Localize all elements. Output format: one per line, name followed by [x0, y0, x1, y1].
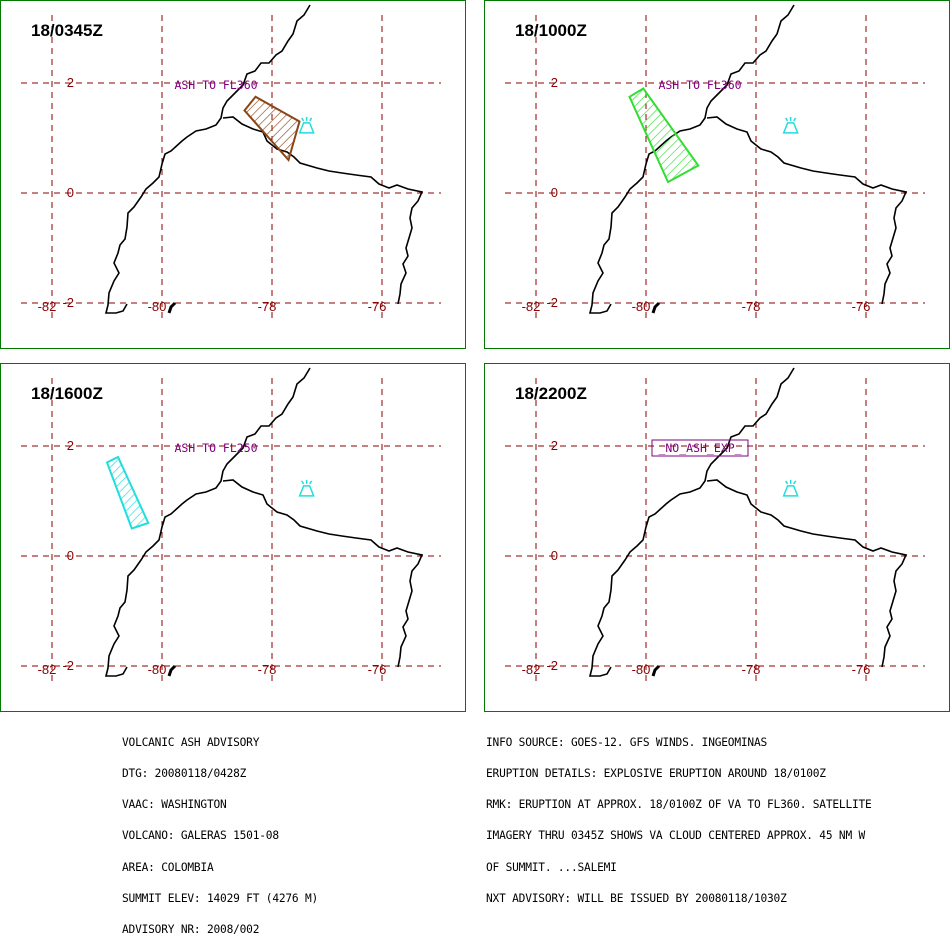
longitude-label: -80 — [632, 662, 651, 677]
country-border — [222, 479, 424, 668]
advisory-line: OF SUMMIT. ...SALEMI — [486, 860, 617, 874]
map-panel-1: 2 0 -2 -82 -80 -78 -76 ASH TO FL360 18/0345Z — [0, 0, 466, 349]
latitude-label: -2 — [62, 658, 74, 673]
latitude-label: 2 — [551, 438, 558, 453]
longitude-label: -82 — [522, 662, 541, 677]
latitude-label: 2 — [67, 75, 74, 90]
volcano-icon — [298, 479, 315, 497]
longitude-label: -82 — [38, 662, 57, 677]
coastline — [588, 367, 795, 677]
latitude-label: -2 — [62, 295, 74, 310]
longitude-label: -80 — [148, 299, 167, 314]
panel-time: 18/0345Z — [31, 21, 103, 40]
longitude-label: -76 — [852, 662, 871, 677]
longitude-label: -78 — [742, 662, 761, 677]
latitude-label: 2 — [67, 438, 74, 453]
ash-height-label: ASH TO FL360 — [174, 78, 257, 92]
coastline — [167, 301, 177, 314]
coastline — [651, 664, 661, 677]
advisory-line: IMAGERY THRU 0345Z SHOWS VA CLOUD CENTER… — [486, 829, 866, 843]
latitude-label: 0 — [551, 548, 558, 563]
latitude-label: -2 — [546, 295, 558, 310]
advisory-header-text: VOLCANIC ASH ADVISORY DTG: 20080118/0428… — [122, 717, 318, 946]
advisory-line: RMK: ERUPTION AT APPROX. 18/0100Z OF VA … — [486, 798, 872, 812]
country-border — [706, 479, 908, 668]
volcano-icon — [782, 479, 799, 497]
advisory-line: AREA: COLOMBIA — [122, 860, 214, 874]
map-canvas: 2 0 -2 -82 -80 -78 -76 _NO_ASH_EXP_ — [505, 367, 925, 682]
latitude-label: 0 — [67, 185, 74, 200]
map-panel-2: 2 0 -2 -82 -80 -78 -76 ASH TO FL360 18/1000Z — [484, 0, 950, 349]
map-canvas: 2 0 -2 -82 -80 -78 -76 ASH TO FL360 — [505, 4, 925, 319]
longitude-label: -82 — [38, 299, 57, 314]
ash-height-label: ASH TO FL250 — [174, 441, 257, 455]
map-panel-3: 2 0 -2 -82 -80 -78 -76 ASH TO FL250 18/1600Z — [0, 363, 466, 712]
map-panel-4: 2 0 -2 -82 -80 -78 -76 _NO_ASH_EXP_ 18/2200Z — [484, 363, 950, 712]
map-canvas: 2 0 -2 -82 -80 -78 -76 ASH TO FL360 — [21, 4, 441, 319]
longitude-label: -78 — [742, 299, 761, 314]
panel-time: 18/2200Z — [515, 384, 587, 403]
coastline — [104, 367, 311, 677]
coastline — [167, 664, 177, 677]
longitude-label: -82 — [522, 299, 541, 314]
ash-height-label: _NO_ASH_EXP_ — [658, 441, 741, 455]
panel-time: 18/1000Z — [515, 21, 587, 40]
longitude-label: -76 — [852, 299, 871, 314]
advisory-line: ADVISORY NR: 2008/002 — [122, 923, 260, 937]
coastline — [651, 301, 661, 314]
advisory-line: INFO SOURCE: GOES-12. GFS WINDS. INGEOMI… — [486, 735, 768, 749]
latitude-label: -2 — [546, 658, 558, 673]
advisory-line: VAAC: WASHINGTON — [122, 798, 227, 812]
volcano-icon — [298, 116, 315, 134]
ash-cloud-polygon — [243, 95, 301, 163]
longitude-label: -76 — [368, 662, 387, 677]
advisory-line: VOLCANO: GALERAS 1501-08 — [122, 829, 279, 843]
latitude-label: 0 — [551, 185, 558, 200]
latitude-label: 2 — [551, 75, 558, 90]
longitude-label: -80 — [632, 299, 651, 314]
advisory-line: DTG: 20080118/0428Z — [122, 767, 247, 781]
ash-cloud-polygon — [105, 455, 150, 530]
longitude-label: -80 — [148, 662, 167, 677]
advisory-line: NXT ADVISORY: WILL BE ISSUED BY 20080118… — [486, 891, 787, 905]
panel-time: 18/1600Z — [31, 384, 103, 403]
latitude-label: 0 — [67, 548, 74, 563]
advisory-line: ERUPTION DETAILS: EXPLOSIVE ERUPTION ARO… — [486, 767, 826, 781]
advisory-remarks-text: INFO SOURCE: GOES-12. GFS WINDS. INGEOMI… — [486, 717, 872, 915]
map-canvas: 2 0 -2 -82 -80 -78 -76 ASH TO FL250 — [21, 367, 441, 682]
longitude-label: -78 — [258, 662, 277, 677]
advisory-line: VOLCANIC ASH ADVISORY — [122, 735, 260, 749]
advisory-line: SUMMIT ELEV: 14029 FT (4276 M) — [122, 891, 319, 905]
country-border — [706, 116, 908, 305]
ash-height-label: ASH TO FL360 — [658, 78, 741, 92]
country-border — [222, 116, 424, 305]
longitude-label: -78 — [258, 299, 277, 314]
coastline — [104, 4, 311, 314]
ash-cloud-polygon — [628, 87, 700, 184]
volcano-icon — [782, 116, 799, 134]
longitude-label: -76 — [368, 299, 387, 314]
no-ash-box — [651, 439, 749, 457]
